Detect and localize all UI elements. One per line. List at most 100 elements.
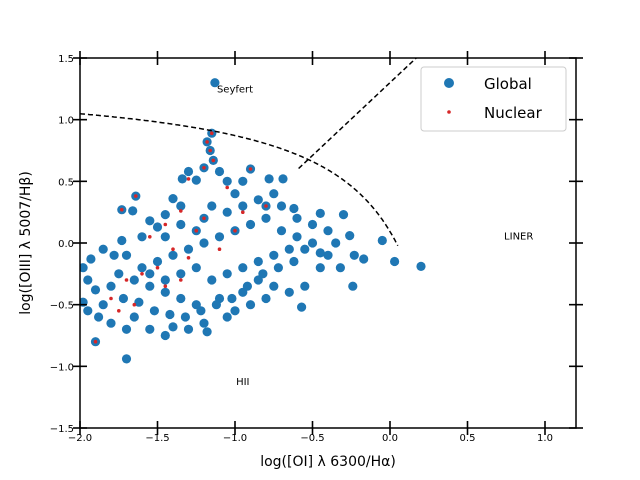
global-point-81 bbox=[152, 256, 163, 267]
nuclear-point-23 bbox=[93, 339, 98, 344]
nuclear-point-3 bbox=[211, 158, 216, 163]
global-point-47 bbox=[98, 244, 108, 254]
global-point-55 bbox=[106, 318, 116, 328]
global-point-75 bbox=[176, 293, 186, 304]
nuclear-point-10 bbox=[179, 209, 183, 213]
global-point-22 bbox=[160, 210, 170, 220]
global-point-14 bbox=[278, 174, 288, 184]
global-point-70 bbox=[269, 281, 279, 291]
global-point-121 bbox=[242, 281, 252, 291]
nuclear-point-26 bbox=[217, 247, 222, 251]
global-point-42 bbox=[300, 281, 310, 291]
y-tick-label: −0.5 bbox=[50, 301, 74, 312]
global-point-56 bbox=[121, 324, 132, 334]
global-point-125 bbox=[300, 244, 310, 254]
x-axis-label: log([OI] λ 6300/Hα) bbox=[260, 454, 396, 470]
global-point-43 bbox=[297, 302, 307, 312]
nuclear-point-2 bbox=[208, 148, 212, 153]
legend-label-global: Global bbox=[484, 75, 532, 93]
global-point-19 bbox=[128, 206, 138, 216]
global-point-104 bbox=[207, 201, 217, 211]
global-point-8 bbox=[183, 166, 194, 177]
global-point-53 bbox=[83, 306, 93, 316]
global-point-98 bbox=[176, 269, 186, 279]
global-point-46 bbox=[109, 250, 119, 260]
global-point-89 bbox=[276, 226, 287, 236]
global-point-30 bbox=[315, 208, 325, 218]
global-point-127 bbox=[315, 248, 325, 258]
global-point-129 bbox=[335, 263, 345, 273]
global-point-128 bbox=[331, 238, 341, 248]
global-point-48 bbox=[86, 254, 96, 264]
global-point-10 bbox=[191, 175, 201, 185]
legend: Global Nuclear bbox=[420, 66, 567, 132]
legend-marker-nuclear bbox=[447, 110, 451, 114]
global-point-66 bbox=[222, 312, 232, 322]
global-point-85 bbox=[214, 232, 225, 242]
global-point-45 bbox=[117, 235, 127, 246]
global-point-6 bbox=[214, 166, 225, 177]
global-point-114 bbox=[134, 297, 144, 307]
global-point-126 bbox=[307, 238, 318, 248]
boundary-curves bbox=[80, 58, 418, 247]
global-point-26 bbox=[276, 201, 287, 211]
global-point-77 bbox=[145, 281, 155, 291]
global-point-116 bbox=[165, 309, 175, 320]
nuclear-point-17 bbox=[155, 265, 160, 270]
global-point-41 bbox=[315, 263, 325, 273]
nuclear-point-13 bbox=[194, 228, 199, 233]
global-point-95 bbox=[222, 269, 232, 279]
global-point-32 bbox=[338, 210, 349, 220]
global-point-94 bbox=[238, 263, 248, 273]
global-point-82 bbox=[168, 250, 178, 260]
global-point-108 bbox=[269, 189, 279, 199]
y-tick-label: −1.5 bbox=[50, 424, 74, 435]
global-point-93 bbox=[253, 256, 263, 267]
nuclear-point-6 bbox=[186, 177, 191, 181]
nuclear-point-9 bbox=[120, 207, 124, 212]
nuclear-point-22 bbox=[132, 302, 137, 307]
global-point-87 bbox=[245, 219, 256, 230]
global-point-50 bbox=[83, 275, 93, 285]
y-axis-label: log([OIII] λ 5007/Hβ) bbox=[18, 171, 34, 315]
global-point-68 bbox=[245, 300, 256, 310]
nuclear-point-28 bbox=[241, 210, 245, 214]
x-tick-label: −2.0 bbox=[68, 433, 92, 444]
global-point-27 bbox=[289, 203, 299, 214]
global-point-35 bbox=[359, 254, 369, 264]
global-point-115 bbox=[149, 306, 159, 316]
global-point-123 bbox=[273, 263, 283, 273]
global-point-29 bbox=[307, 219, 318, 230]
global-point-0 bbox=[210, 78, 220, 88]
global-point-62 bbox=[168, 322, 178, 332]
nuclear-point-25 bbox=[179, 278, 183, 282]
global-point-111 bbox=[106, 281, 116, 291]
global-point-9 bbox=[177, 174, 187, 184]
global-point-117 bbox=[180, 312, 190, 322]
nuclear-point-27 bbox=[233, 228, 237, 233]
x-tick-label: 0.0 bbox=[382, 433, 398, 444]
nuclear-point-21 bbox=[117, 309, 121, 313]
global-point-80 bbox=[137, 263, 147, 273]
global-point-122 bbox=[258, 269, 268, 279]
global-point-36 bbox=[377, 235, 387, 246]
global-point-44 bbox=[284, 287, 294, 297]
global-point-103 bbox=[160, 232, 170, 242]
global-point-16 bbox=[168, 194, 178, 204]
nuclear-point-4 bbox=[202, 166, 206, 170]
global-point-79 bbox=[114, 269, 124, 279]
plot-marks bbox=[80, 78, 426, 364]
global-point-34 bbox=[349, 250, 359, 260]
nuclear-point-19 bbox=[124, 278, 129, 282]
global-point-28 bbox=[292, 213, 302, 223]
nuclear-point-20 bbox=[109, 296, 113, 301]
global-point-61 bbox=[160, 330, 170, 341]
global-point-96 bbox=[207, 275, 217, 285]
global-point-83 bbox=[183, 244, 194, 254]
global-point-113 bbox=[118, 293, 128, 304]
global-point-39 bbox=[348, 281, 358, 291]
legend-marker-global bbox=[444, 78, 454, 88]
global-point-31 bbox=[323, 226, 333, 236]
global-point-37 bbox=[390, 256, 400, 267]
global-point-63 bbox=[183, 324, 194, 334]
